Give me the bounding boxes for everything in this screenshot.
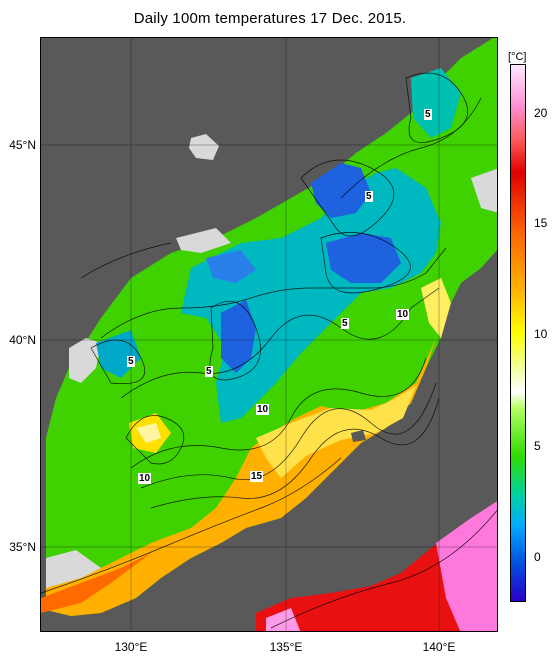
lat-label-45: 45°N (9, 138, 36, 152)
island (371, 488, 391, 506)
warm-water (421, 278, 451, 338)
contour-lines (41, 72, 497, 629)
cold-water (311, 163, 371, 218)
island (351, 430, 366, 442)
hot-water (41, 553, 151, 613)
contour-label: 15 (250, 471, 264, 482)
lat-label-40: 40°N (9, 333, 36, 347)
contour-label: 10 (138, 473, 152, 484)
contour-label: 5 (205, 366, 213, 377)
lat-label-35: 35°N (9, 540, 36, 554)
contour-label: 5 (424, 109, 432, 120)
colorbar-tick: 0 (534, 550, 541, 564)
map-canvas (41, 38, 497, 631)
no-data-patch (176, 228, 231, 253)
colorbar (510, 64, 526, 602)
contour-label: 10 (396, 309, 410, 320)
contour-label: 5 (127, 356, 135, 367)
colorbar-tick: 20 (534, 106, 548, 120)
graticule (41, 38, 497, 631)
temperature-map: 5 5 5 5 5 10 10 10 15 (40, 37, 498, 632)
no-data-patch (471, 168, 497, 213)
contour-label: 10 (256, 404, 270, 415)
very-hot-water (266, 608, 301, 631)
no-data-patch (69, 338, 101, 383)
cold-water (206, 250, 256, 283)
cool-water (411, 68, 461, 138)
colorbar-tick: 10 (534, 327, 548, 341)
colorbar-tick: 5 (534, 439, 541, 453)
cold-water (221, 300, 256, 373)
colorbar-unit: [°C] (508, 51, 527, 63)
very-hot-water (436, 501, 497, 631)
contour-label: 5 (365, 191, 373, 202)
cold-water (326, 233, 401, 283)
contour-label: 5 (341, 318, 349, 329)
warm-water (256, 386, 416, 478)
hot-water (256, 509, 497, 631)
warm-patch (136, 423, 161, 443)
colorbar-tick: 15 (534, 216, 548, 230)
island (189, 134, 219, 160)
lon-label-140: 140°E (422, 640, 456, 654)
lon-label-130: 130°E (114, 640, 148, 654)
warm-water (46, 338, 436, 616)
lon-label-135: 135°E (269, 640, 303, 654)
map-title: Daily 100m temperatures 17 Dec. 2015. (133, 10, 407, 27)
